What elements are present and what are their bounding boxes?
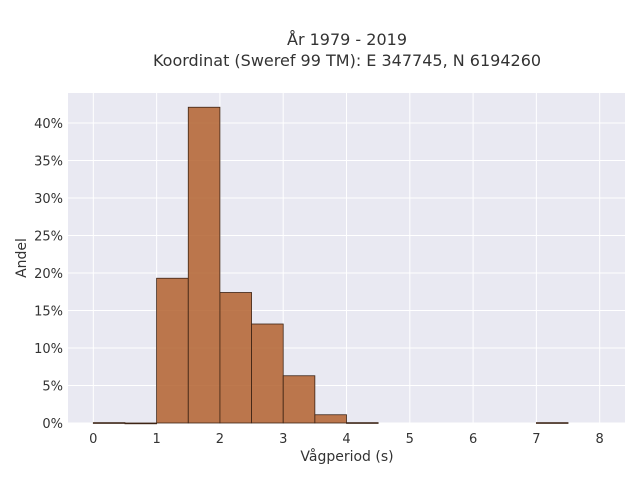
- x-tick-label: 2: [216, 432, 224, 447]
- y-tick-label: 10%: [34, 342, 63, 357]
- histogram-bar: [219, 292, 252, 424]
- histogram-bar: [124, 422, 158, 425]
- y-axis-label: Andel: [14, 238, 30, 278]
- x-tick-label: 4: [342, 432, 350, 447]
- y-tick-label: 5%: [42, 380, 63, 395]
- x-tick-label: 5: [406, 432, 414, 447]
- histogram-bar: [535, 422, 569, 424]
- histogram-bar: [346, 422, 379, 424]
- x-tick-label: 3: [279, 432, 287, 447]
- histogram-bar: [156, 277, 189, 424]
- chart-title-line-2: Koordinat (Sweref 99 TM): E 347745, N 61…: [153, 51, 541, 70]
- y-tick-label: 0%: [42, 417, 63, 432]
- y-tick-label: 40%: [34, 117, 63, 132]
- x-axis-ticks: 0 1 2 3 4 5 6 7 8: [89, 432, 604, 447]
- x-tick-label: 8: [596, 432, 604, 447]
- x-tick-label: 1: [152, 432, 160, 447]
- x-axis-label: Vågperiod (s): [300, 448, 393, 465]
- x-tick-label: 6: [469, 432, 477, 447]
- histogram-bar: [187, 106, 221, 424]
- histogram-bar: [251, 323, 284, 424]
- chart-title-line-1: År 1979 - 2019: [287, 30, 407, 49]
- histogram-bar: [314, 414, 347, 424]
- histogram-bar: [92, 422, 126, 424]
- x-tick-label: 0: [89, 432, 97, 447]
- histogram-bar: [282, 375, 316, 424]
- x-tick-label: 7: [532, 432, 540, 447]
- y-tick-label: 35%: [34, 155, 63, 170]
- y-tick-label: 15%: [34, 305, 63, 320]
- y-axis-ticks: 0% 5% 10% 15% 20% 25% 30% 35% 40%: [34, 117, 63, 432]
- y-tick-label: 30%: [34, 192, 63, 207]
- bars: [92, 106, 569, 425]
- y-tick-label: 20%: [34, 267, 63, 282]
- y-tick-label: 25%: [34, 230, 63, 245]
